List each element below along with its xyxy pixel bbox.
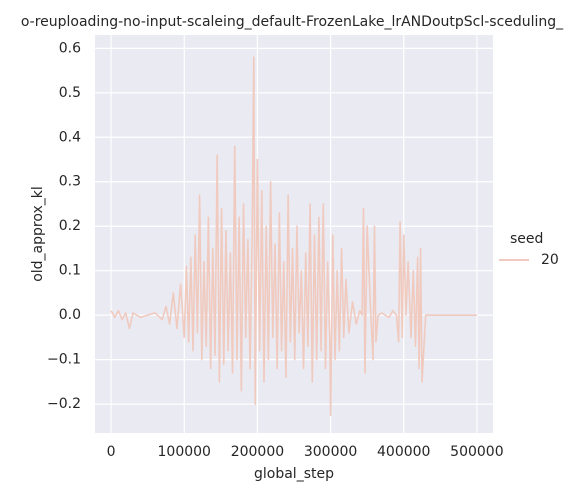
y-tick-label: 0.4 [59, 129, 81, 145]
y-tick-label: 0.1 [59, 263, 81, 279]
y-tick-label: −0.1 [47, 352, 81, 368]
y-tick-label: 0.0 [59, 307, 81, 323]
x-tick-label: 400000 [377, 444, 430, 460]
plot-area [95, 35, 493, 433]
data-line [110, 56, 477, 417]
x-tick-label: 300000 [304, 444, 357, 460]
y-axis-label: old_approx_kl [30, 186, 46, 282]
y-tick-label: −0.2 [47, 396, 81, 412]
legend-label: 20 [541, 252, 559, 268]
y-tick-label: 0.2 [59, 218, 81, 234]
x-tick-label: 200000 [231, 444, 284, 460]
x-tick-label: 100000 [158, 444, 211, 460]
y-tick-label: 0.3 [59, 174, 81, 190]
x-tick-label: 0 [107, 444, 116, 460]
y-tick-label: 0.6 [59, 40, 81, 56]
legend-title: seed [510, 231, 543, 247]
x-axis-label: global_step [254, 466, 334, 482]
chart-title: o-reuploading-no-input-scaleing_default-… [21, 14, 564, 30]
x-tick-label: 500000 [450, 444, 503, 460]
y-tick-label: 0.5 [59, 85, 81, 101]
